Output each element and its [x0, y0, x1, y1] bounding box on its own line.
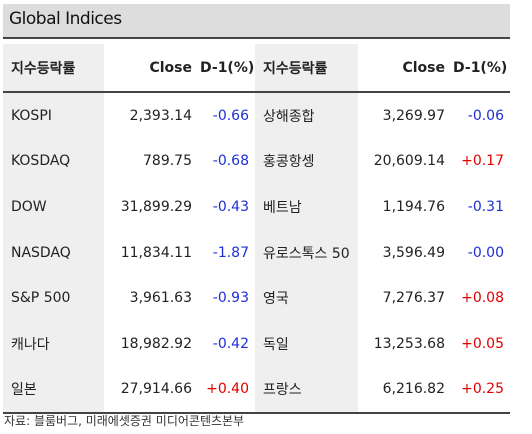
index-change: +0.40	[206, 381, 249, 398]
page-title: Global Indices	[9, 9, 122, 29]
header-close-right: Close	[402, 59, 445, 76]
index-close: 789.75	[143, 153, 192, 170]
index-close: 3,961.63	[129, 290, 192, 307]
index-close: 27,914.66	[120, 381, 192, 398]
index-change: -1.87	[212, 244, 249, 261]
title-bar: Global Indices	[3, 4, 510, 39]
index-name: KOSDAQ	[3, 138, 104, 185]
header-close-left: Close	[149, 59, 192, 76]
header-row: 지수등락률 Close D-1(%) 지수등락률 Close D-1(%)	[3, 44, 510, 92]
index-name: 홍콩항셍	[255, 138, 358, 185]
table-row: 캐나다 18,982.92 -0.42 독일 13,253.68 +0.05	[3, 320, 510, 367]
table-row: NASDAQ 11,834.11 -1.87 유로스톡스 50 3,596.49…	[3, 229, 510, 276]
index-name: KOSPI	[3, 92, 104, 139]
index-close: 7,276.37	[382, 290, 445, 307]
index-change: -0.42	[212, 335, 249, 352]
index-close: 6,216.82	[382, 381, 445, 398]
index-close: 3,269.97	[382, 107, 445, 124]
index-change: -0.93	[212, 290, 249, 307]
header-change-right: D-1(%)	[453, 59, 508, 76]
index-name: 상해종합	[255, 92, 358, 139]
index-close: 20,609.14	[373, 153, 445, 170]
index-name: 독일	[255, 320, 358, 367]
index-change: -0.31	[467, 198, 504, 215]
index-change: -0.68	[212, 153, 249, 170]
header-change-left: D-1(%)	[200, 59, 255, 76]
table-row: KOSPI 2,393.14 -0.66 상해종합 3,269.97 -0.06	[3, 92, 510, 139]
index-change: +0.25	[461, 381, 504, 398]
table-row: S&P 500 3,961.63 -0.93 영국 7,276.37 +0.08	[3, 275, 510, 321]
index-change: +0.05	[461, 335, 504, 352]
indices-table: 지수등락률 Close D-1(%) 지수등락률 Close D-1(%) KO…	[3, 44, 510, 414]
index-name: 유로스톡스 50	[255, 229, 358, 276]
index-change: +0.17	[461, 153, 504, 170]
index-close: 2,393.14	[129, 107, 192, 124]
index-close: 13,253.68	[373, 335, 445, 352]
source-footnote: 자료: 블룸버그, 미래에셋증권 미디어콘텐츠본부	[4, 414, 245, 428]
index-name: 영국	[255, 275, 358, 321]
index-close: 31,899.29	[120, 198, 192, 215]
header-name-right: 지수등락률	[255, 44, 358, 92]
index-name: DOW	[3, 184, 104, 230]
index-name: NASDAQ	[3, 229, 104, 276]
index-change: -0.66	[212, 107, 249, 124]
index-name: S&P 500	[3, 275, 104, 321]
index-change: -0.00	[467, 244, 504, 261]
table-row: KOSDAQ 789.75 -0.68 홍콩항셍 20,609.14 +0.17	[3, 138, 510, 185]
table-row: 일본 27,914.66 +0.40 프랑스 6,216.82 +0.25	[3, 366, 510, 414]
index-close: 3,596.49	[382, 244, 445, 261]
index-change: -0.06	[467, 107, 504, 124]
index-change: +0.08	[461, 290, 504, 307]
index-close: 11,834.11	[120, 244, 192, 261]
index-change: -0.43	[212, 198, 249, 215]
index-name: 일본	[3, 366, 104, 414]
index-name: 프랑스	[255, 366, 358, 414]
header-name-left: 지수등락률	[3, 44, 104, 92]
index-name: 베트남	[255, 184, 358, 230]
table-row: DOW 31,899.29 -0.43 베트남 1,194.76 -0.31	[3, 184, 510, 230]
index-close: 1,194.76	[382, 198, 445, 215]
index-name: 캐나다	[3, 320, 104, 367]
index-close: 18,982.92	[120, 335, 192, 352]
